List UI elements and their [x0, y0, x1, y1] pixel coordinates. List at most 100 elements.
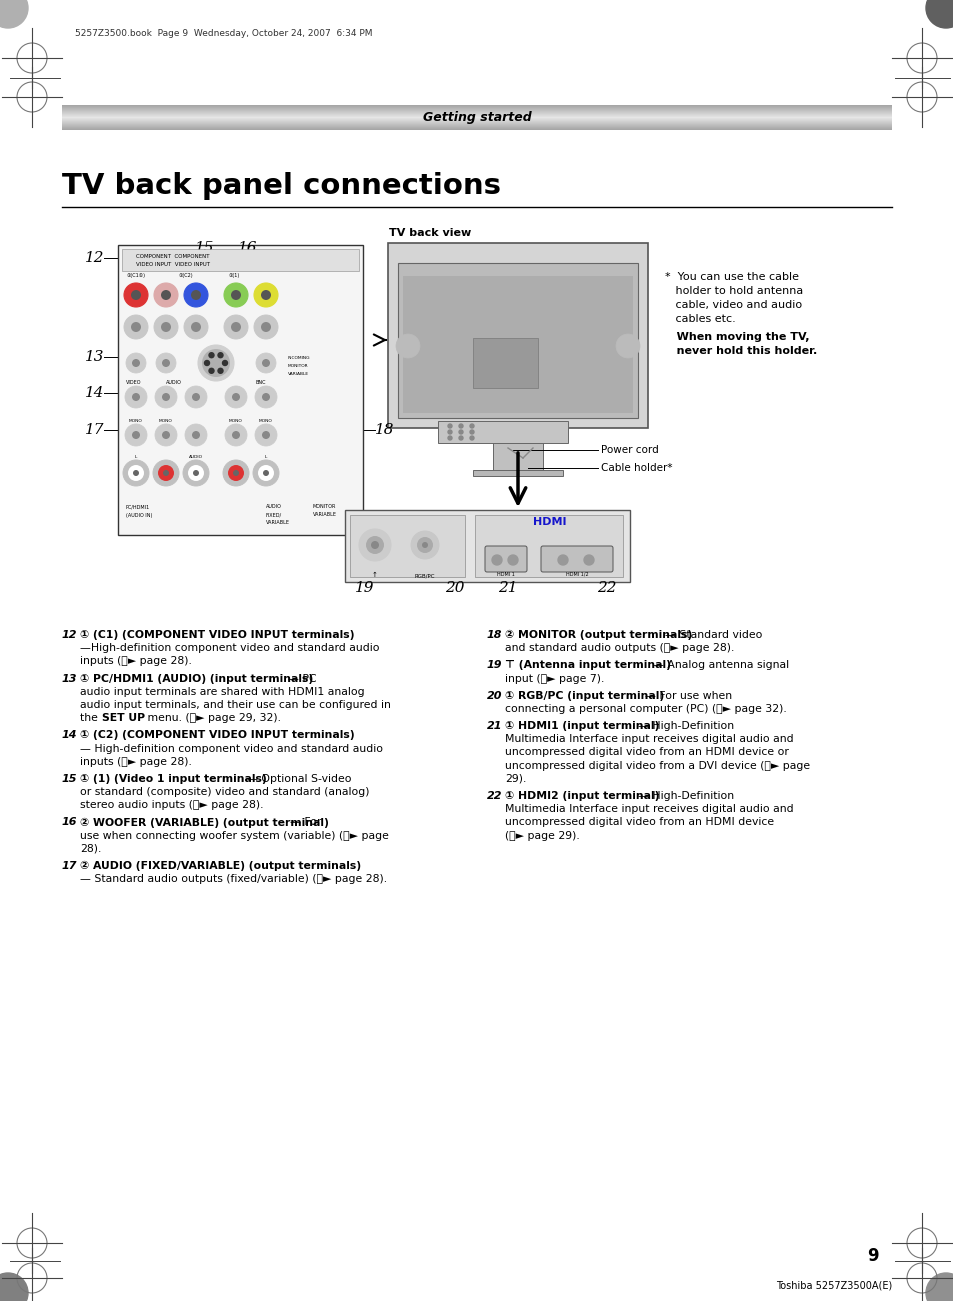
- Text: BNC: BNC: [255, 380, 266, 385]
- Circle shape: [132, 431, 140, 438]
- Circle shape: [183, 461, 209, 487]
- Text: ① RGB/PC (input terminal): ① RGB/PC (input terminal): [504, 691, 663, 701]
- Circle shape: [925, 1272, 953, 1301]
- Text: ② AUDIO (FIXED/VARIABLE) (output terminals): ② AUDIO (FIXED/VARIABLE) (output termina…: [80, 861, 361, 872]
- Bar: [345, 510, 629, 582]
- Circle shape: [263, 470, 269, 476]
- Circle shape: [254, 386, 276, 409]
- Circle shape: [255, 353, 275, 373]
- Text: COMPONENT  COMPONENT: COMPONENT COMPONENT: [136, 254, 210, 259]
- Text: VIDEO INPUT  VIDEO INPUT: VIDEO INPUT VIDEO INPUT: [136, 262, 210, 267]
- Circle shape: [125, 386, 147, 409]
- Circle shape: [162, 359, 170, 367]
- Circle shape: [231, 290, 241, 301]
- Text: 28).: 28).: [80, 844, 101, 853]
- Text: 12: 12: [62, 630, 77, 640]
- Circle shape: [421, 543, 428, 548]
- Text: stereo audio inputs (⩰► page 28).: stereo audio inputs (⩰► page 28).: [80, 800, 263, 811]
- Text: AUDIO: AUDIO: [266, 505, 281, 510]
- Circle shape: [128, 464, 144, 481]
- Text: AUDIO: AUDIO: [166, 380, 182, 385]
- Circle shape: [458, 431, 462, 435]
- FancyBboxPatch shape: [484, 546, 526, 572]
- Circle shape: [123, 461, 149, 487]
- Text: connecting a personal computer (PC) (⩰► page 32).: connecting a personal computer (PC) (⩰► …: [504, 704, 786, 714]
- Text: — For: — For: [290, 817, 321, 827]
- Circle shape: [192, 431, 200, 438]
- Text: uncompressed digital video from a DVI device (⩰► page: uncompressed digital video from a DVI de…: [504, 761, 809, 770]
- Circle shape: [191, 290, 201, 301]
- Circle shape: [261, 290, 271, 301]
- Text: — High-definition component video and standard audio: — High-definition component video and st…: [80, 743, 382, 753]
- Circle shape: [0, 0, 28, 29]
- Text: and standard audio outputs (⩰► page 28).: and standard audio outputs (⩰► page 28).: [504, 643, 734, 653]
- Circle shape: [261, 323, 271, 332]
- Circle shape: [131, 290, 141, 301]
- Bar: [473, 338, 537, 388]
- Circle shape: [153, 284, 178, 307]
- Circle shape: [507, 556, 517, 565]
- Text: Cable holder*: Cable holder*: [600, 463, 672, 474]
- Text: 20: 20: [445, 582, 464, 595]
- Text: Power cord: Power cord: [600, 445, 659, 455]
- Circle shape: [232, 431, 240, 438]
- Text: — Analog antenna signal: — Analog antenna signal: [652, 661, 788, 670]
- Circle shape: [416, 537, 433, 553]
- Text: — Standard video: — Standard video: [664, 630, 761, 640]
- Circle shape: [448, 431, 452, 435]
- Circle shape: [925, 0, 953, 29]
- Circle shape: [224, 284, 248, 307]
- Text: ①(1): ①(1): [228, 272, 239, 277]
- Circle shape: [225, 424, 247, 446]
- Text: 20: 20: [486, 691, 502, 701]
- Text: MONO: MONO: [129, 419, 143, 423]
- Text: Getting started: Getting started: [422, 112, 531, 125]
- Circle shape: [253, 284, 277, 307]
- Text: 22: 22: [486, 791, 502, 801]
- Circle shape: [558, 556, 567, 565]
- Circle shape: [257, 464, 274, 481]
- Text: 21: 21: [486, 721, 502, 731]
- Text: 15: 15: [195, 241, 214, 255]
- Circle shape: [184, 284, 208, 307]
- Circle shape: [185, 386, 207, 409]
- Circle shape: [125, 424, 147, 446]
- Text: HDMI 1/2: HDMI 1/2: [565, 571, 588, 576]
- Bar: [397, 263, 638, 418]
- Circle shape: [192, 393, 200, 401]
- Circle shape: [162, 393, 170, 401]
- Text: 9: 9: [866, 1246, 878, 1265]
- Text: — High-Definition: — High-Definition: [638, 721, 734, 731]
- Text: uncompressed digital video from an HDMI device: uncompressed digital video from an HDMI …: [504, 817, 773, 827]
- Circle shape: [0, 1272, 28, 1301]
- Circle shape: [198, 345, 233, 381]
- Text: cable, video and audio: cable, video and audio: [664, 301, 801, 310]
- Text: 12: 12: [85, 251, 104, 265]
- Circle shape: [254, 424, 276, 446]
- Circle shape: [448, 424, 452, 428]
- Text: When moving the TV,: When moving the TV,: [664, 332, 809, 342]
- Text: 16: 16: [238, 241, 257, 255]
- Text: 17: 17: [62, 861, 77, 870]
- Text: ① (1) (Video 1 input terminals): ① (1) (Video 1 input terminals): [80, 774, 267, 785]
- Circle shape: [218, 368, 223, 373]
- Circle shape: [458, 424, 462, 428]
- Text: input (⩰► page 7).: input (⩰► page 7).: [504, 674, 604, 683]
- Bar: [473, 470, 562, 476]
- Circle shape: [158, 464, 173, 481]
- Text: uncompressed digital video from an HDMI device or: uncompressed digital video from an HDMI …: [504, 748, 788, 757]
- Text: inputs (⩰► page 28).: inputs (⩰► page 28).: [80, 657, 192, 666]
- Circle shape: [162, 431, 170, 438]
- Text: holder to hold antenna: holder to hold antenna: [664, 286, 802, 297]
- Text: AUDIO: AUDIO: [189, 455, 203, 459]
- Text: VARIABLE: VARIABLE: [266, 520, 290, 526]
- Text: ①(C1①): ①(C1①): [127, 272, 146, 277]
- Circle shape: [616, 334, 639, 358]
- Text: RGB/PC: RGB/PC: [415, 574, 435, 579]
- Circle shape: [371, 541, 378, 549]
- Circle shape: [218, 353, 223, 358]
- Text: 13: 13: [62, 674, 77, 683]
- Text: Multimedia Interface input receives digital audio and: Multimedia Interface input receives digi…: [504, 804, 793, 814]
- Text: MONO: MONO: [259, 419, 273, 423]
- Circle shape: [470, 424, 474, 428]
